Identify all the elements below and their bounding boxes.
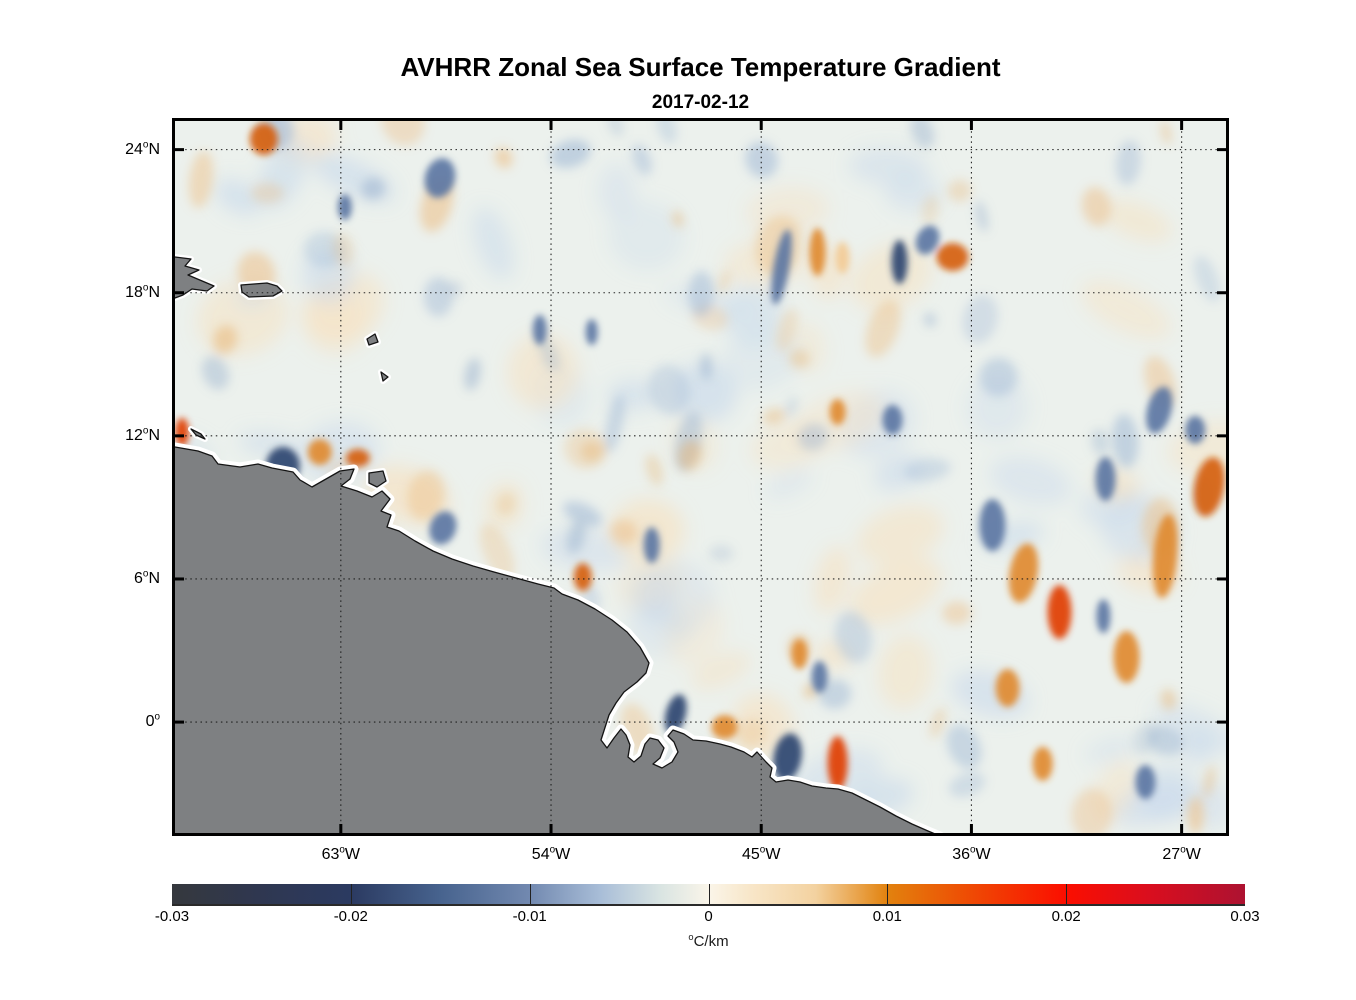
colorbar-tick-label: 0.01 (872, 908, 902, 925)
x-tick-label: 36oW (952, 844, 991, 863)
x-tick-label: 27oW (1162, 844, 1201, 863)
y-tick-label: 6oN (134, 568, 160, 587)
y-tick-label: 24oN (125, 139, 160, 158)
colorbar-unit-label: oC/km (688, 932, 729, 950)
map-svg (175, 121, 1226, 833)
x-tick-label: 63oW (321, 844, 361, 863)
colorbar-tick (529, 884, 531, 904)
y-tick-label: 0o (145, 711, 160, 731)
colorbar (172, 884, 1245, 906)
colorbar-tick-label: -0.03 (154, 908, 190, 925)
gridlines (175, 121, 1226, 833)
map-plot-frame (172, 118, 1229, 836)
y-tick-label: 18oN (125, 282, 160, 301)
x-tick-label: 45oW (742, 844, 781, 863)
colorbar-tick (350, 884, 352, 904)
colorbar-tick-label: 0.02 (1051, 908, 1081, 925)
colorbar-tick (887, 884, 889, 904)
colorbar-tick-label: 0.03 (1230, 908, 1260, 925)
colorbar-tick-label: -0.01 (512, 908, 547, 925)
land-mass (175, 254, 944, 833)
colorbar-tick (1066, 884, 1068, 904)
chart-subtitle: 2017-02-12 (651, 92, 750, 113)
axis-ticks (175, 121, 1226, 833)
colorbar-tick-label: -0.02 (333, 908, 368, 925)
x-tick-label: 54oW (531, 844, 571, 863)
chart-title: AVHRR Zonal Sea Surface Temperature Grad… (400, 52, 1001, 82)
colorbar-tick (708, 884, 710, 904)
colorbar-tick-label: 0 (704, 908, 713, 925)
y-tick-label: 12oN (125, 425, 160, 444)
